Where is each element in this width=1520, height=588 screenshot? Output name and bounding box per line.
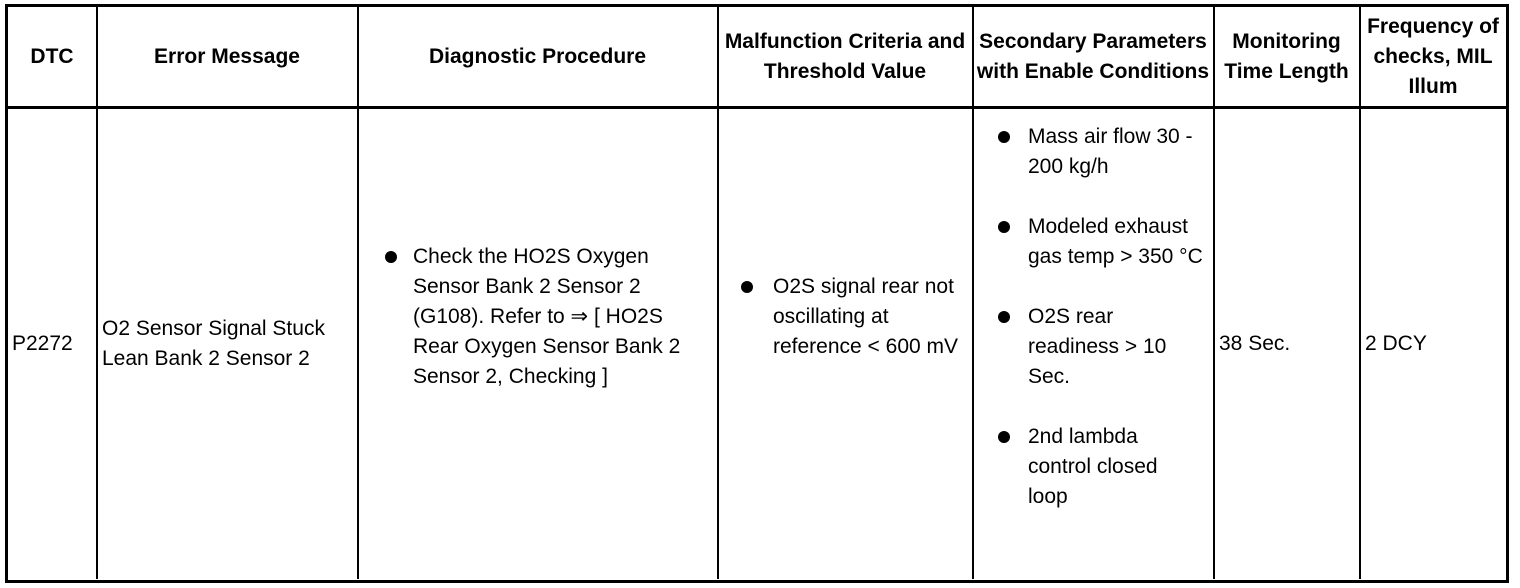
column-divider (357, 6, 359, 579)
column-divider (1213, 6, 1215, 579)
column-divider (972, 6, 974, 579)
error-message: O2 Sensor Signal Stuck Lean Bank 2 Senso… (102, 317, 325, 370)
secondary-parameters: Mass air flow 30 - 200 kg/h Modeled exha… (998, 109, 1203, 579)
param-text: 2nd lambda control closed loop (1028, 425, 1158, 508)
diagnostic-procedure: Check the HO2S Oxygen Sensor Bank 2 Sens… (385, 109, 705, 579)
header-frequency: Frequency of checks, MIL Illum (1367, 14, 1499, 98)
monitoring-time: 38 Sec. (1219, 332, 1291, 355)
header-malfunction-criteria: Malfunction Criteria and Threshold Value (724, 29, 966, 83)
param-text: Mass air flow 30 - 200 kg/h (1028, 125, 1193, 178)
list-item: Mass air flow 30 - 200 kg/h (998, 122, 1203, 182)
list-item: O2S signal rear not oscillating at refer… (741, 272, 961, 362)
header-diagnostic-procedure: Diagnostic Procedure (428, 44, 647, 68)
header-monitoring-time: Monitoring Time Length (1224, 29, 1349, 83)
list-item: 2nd lambda control closed loop (998, 422, 1203, 512)
param-text: Modeled exhaust gas temp > 350 °C (1028, 215, 1203, 268)
dtc-code: P2272 (12, 332, 73, 355)
param-text: O2S rear readiness > 10 Sec. (1028, 305, 1167, 388)
bullet-icon (998, 131, 1010, 143)
malfunction-text: O2S signal rear not oscillating at refer… (773, 275, 959, 358)
bullet-icon (385, 251, 397, 263)
header-error-message: Error Message (154, 44, 300, 68)
frequency: 2 DCY (1365, 332, 1427, 355)
procedure-text: Check the HO2S Oxygen Sensor Bank 2 Sens… (413, 245, 681, 388)
column-divider (96, 6, 98, 579)
bullet-icon (998, 311, 1010, 323)
bullet-icon (998, 221, 1010, 233)
header-divider (5, 106, 1509, 109)
malfunction-criteria: O2S signal rear not oscillating at refer… (741, 109, 961, 579)
table-frame (5, 4, 1509, 583)
header-dtc: DTC (30, 44, 74, 68)
column-divider (717, 6, 719, 579)
header-secondary-parameters: Secondary Parameters with Enable Conditi… (976, 29, 1210, 83)
column-divider (1359, 6, 1361, 579)
list-item: Modeled exhaust gas temp > 350 °C (998, 212, 1203, 272)
bullet-icon (741, 281, 753, 293)
list-item: O2S rear readiness > 10 Sec. (998, 302, 1203, 392)
list-item: Check the HO2S Oxygen Sensor Bank 2 Sens… (385, 242, 705, 392)
bullet-icon (998, 431, 1010, 443)
